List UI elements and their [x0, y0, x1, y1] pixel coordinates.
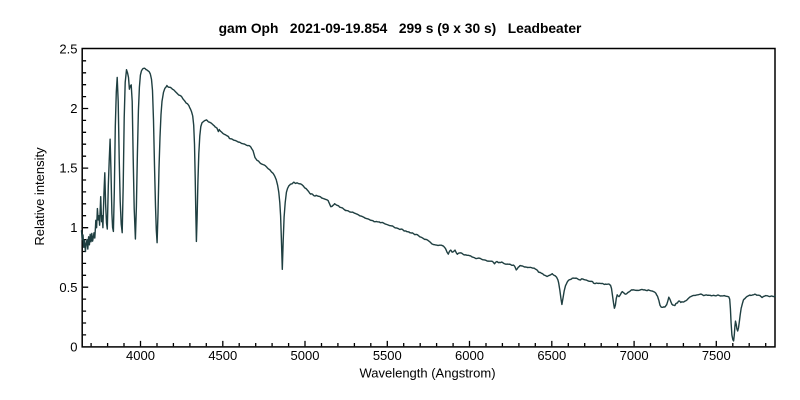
svg-text:2: 2 — [70, 101, 77, 116]
svg-text:7500: 7500 — [702, 348, 731, 363]
svg-text:1: 1 — [70, 220, 77, 235]
svg-text:4000: 4000 — [126, 348, 155, 363]
svg-text:Wavelength (Angstrom): Wavelength (Angstrom) — [359, 366, 495, 381]
svg-text:Relative intensity: Relative intensity — [32, 147, 47, 246]
svg-text:7000: 7000 — [620, 348, 649, 363]
svg-text:1.5: 1.5 — [59, 161, 77, 176]
svg-text:6000: 6000 — [455, 348, 484, 363]
svg-text:gam Oph 2021-09-19.854 299: gam Oph 2021-09-19.854 299 s (9 x 30 s) … — [219, 21, 582, 36]
svg-text:6500: 6500 — [537, 348, 566, 363]
svg-text:5500: 5500 — [373, 348, 402, 363]
svg-text:4500: 4500 — [208, 348, 237, 363]
svg-text:0.5: 0.5 — [59, 280, 77, 295]
svg-text:2.5: 2.5 — [59, 42, 77, 57]
svg-text:5000: 5000 — [291, 348, 320, 363]
svg-text:0: 0 — [70, 339, 77, 354]
